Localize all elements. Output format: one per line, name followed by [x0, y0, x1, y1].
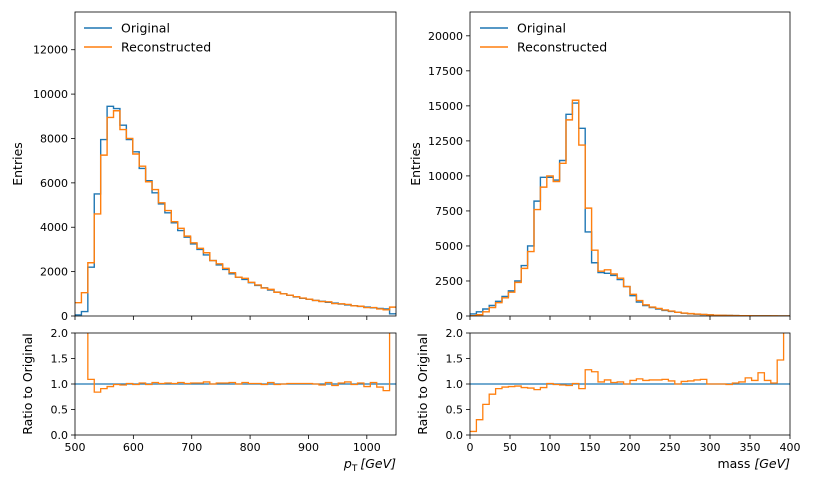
mass-reconstructed-histogram: [470, 99, 790, 316]
mass-xtick-label: 0: [467, 441, 474, 454]
mass-xtick-label: 200: [620, 441, 641, 454]
mass-ratio-series: [470, 333, 790, 433]
mass-ratio-histogram: [470, 333, 785, 433]
mass-xlabel-symbol: mass: [717, 456, 754, 471]
mass-xtick-label: 400: [780, 441, 801, 454]
mass-ytick-label: 7500: [435, 205, 463, 218]
pt-legend: Original Reconstructed: [84, 21, 211, 55]
pt-ratio-plot: [75, 333, 396, 393]
mass-xtick-label: 300: [700, 441, 721, 454]
mass-ratio-ytick-label: 0.0: [446, 429, 464, 442]
mass-ratio-ytick-label: 1.5: [446, 353, 464, 366]
pt-ytick-label: 0: [61, 310, 68, 323]
pt-ytick-label: 2000: [40, 266, 68, 279]
mass-xtick-label: 100: [540, 441, 561, 454]
mass-main-plot: [470, 99, 790, 316]
pt-ratio-ytick-label: 1.5: [51, 353, 69, 366]
mass-xtick-label: 250: [660, 441, 681, 454]
mass-ratio-y-ticks: 0.0 0.5 1.0 1.5 2.0: [446, 327, 470, 442]
pt-xtick-label: 800: [240, 441, 261, 454]
mass-legend-original: Original: [517, 21, 566, 36]
pt-xlabel-symbol: p: [343, 456, 352, 471]
pt-main-plot: [75, 105, 396, 316]
pt-ylabel: Entries: [10, 142, 25, 186]
mass-chart: 0 50 100 150 200 250 300 350 400 0 2500 5000 7500 10…: [408, 11, 801, 471]
pt-ytick-label: 6000: [40, 177, 68, 190]
pt-ytick-label: 8000: [40, 132, 68, 145]
pt-xtick-label: 500: [65, 441, 86, 454]
mass-ratio-plot: [470, 333, 790, 433]
pt-ratio-y-ticks: 0.0 0.5 1.0 1.5 2.0: [51, 327, 75, 442]
pt-y-ticks: 0 2000 4000 6000 8000 10000 12000: [33, 44, 75, 323]
mass-ytick-label: 15000: [428, 100, 463, 113]
pt-ratio-ylabel: Ratio to Original: [20, 333, 35, 435]
pt-xlabel-subscript: T: [351, 464, 358, 474]
mass-histograms: [470, 99, 790, 316]
pt-reconstructed-histogram: [75, 110, 396, 311]
pt-xtick-label: 1000: [353, 441, 381, 454]
mass-ylabel: Entries: [408, 142, 423, 186]
pt-ratio-ytick-label: 1.0: [51, 378, 69, 391]
mass-ytick-label: 17500: [428, 65, 463, 78]
mass-x-ticks: 0 50 100 150 200 250 300 350 400: [467, 316, 801, 454]
mass-xtick-label: 50: [503, 441, 517, 454]
mass-ytick-label: 5000: [435, 240, 463, 253]
pt-ratio-histogram: [87, 333, 391, 393]
mass-xtick-label: 350: [740, 441, 761, 454]
mass-ytick-label: 2500: [435, 275, 463, 288]
mass-legend: Original Reconstructed: [480, 21, 607, 55]
mass-xlabel: mass [GeV]: [717, 456, 790, 471]
mass-ytick-label: 0: [456, 310, 463, 323]
mass-ratio-ytick-label: 1.0: [446, 378, 464, 391]
pt-main-frame: [74, 11, 397, 317]
pt-chart: 500 600 700 800 900 1000 0 2000 4000 6000 8000 100…: [10, 11, 397, 474]
pt-xlabel: pT [GeV]: [343, 456, 396, 474]
mass-legend-reconstructed: Reconstructed: [517, 40, 607, 55]
mass-ratio-ytick-label: 0.5: [446, 404, 464, 417]
mass-y-ticks: 0 2500 5000 7500 10000 12500 15000 17500 20000: [428, 30, 470, 323]
mass-xlabel-unit: [GeV]: [754, 456, 790, 471]
pt-ytick-label: 12000: [33, 44, 68, 57]
pt-legend-reconstructed: Reconstructed: [121, 40, 211, 55]
pt-legend-original: Original: [121, 21, 170, 36]
pt-x-ticks: 500 600 700 800 900 1000: [65, 316, 381, 454]
pt-xtick-label: 700: [181, 441, 202, 454]
pt-xtick-label: 600: [123, 441, 144, 454]
pt-xtick-label: 900: [298, 441, 319, 454]
mass-ytick-label: 12500: [428, 135, 463, 148]
mass-xtick-label: 150: [580, 441, 601, 454]
mass-ratio-ytick-label: 2.0: [446, 327, 464, 340]
pt-ytick-label: 4000: [40, 221, 68, 234]
pt-ratio-ytick-label: 2.0: [51, 327, 69, 340]
pt-ratio-ytick-label: 0.0: [51, 429, 69, 442]
pt-ratio-ytick-label: 0.5: [51, 404, 69, 417]
mass-ytick-label: 20000: [428, 30, 463, 43]
mass-ytick-label: 10000: [428, 170, 463, 183]
pt-ratio-series: [75, 333, 396, 393]
mass-ratio-ylabel: Ratio to Original: [415, 333, 430, 435]
pt-xlabel-unit: [GeV]: [360, 456, 396, 471]
pt-histograms: [75, 105, 396, 316]
pt-ytick-label: 10000: [33, 88, 68, 101]
